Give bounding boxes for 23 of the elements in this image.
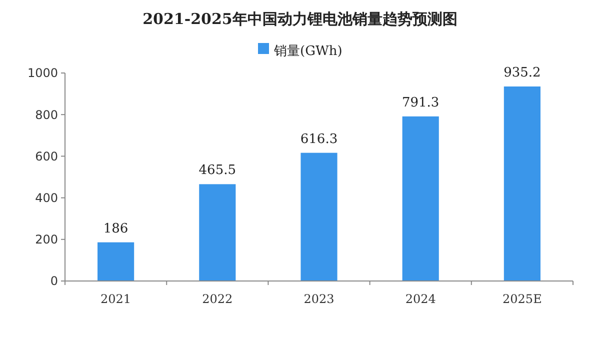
y-tick-label: 800 — [35, 108, 58, 122]
y-tick-label: 600 — [35, 149, 58, 164]
bar — [504, 86, 540, 281]
bar — [199, 184, 236, 281]
bar — [300, 152, 338, 281]
data-label: 616.3 — [300, 132, 338, 147]
data-label: 791.3 — [402, 95, 440, 110]
y-tick-label: 200 — [35, 232, 58, 247]
data-label: 465.5 — [198, 163, 236, 178]
x-tick-label: 2023 — [304, 292, 334, 306]
data-label: 935.2 — [504, 65, 541, 80]
y-tick-label: 400 — [35, 191, 58, 205]
legend-label: 销量(GWh) — [273, 44, 342, 59]
x-tick-label: 2022 — [202, 292, 233, 306]
x-tick-label: 2021 — [100, 292, 132, 306]
chart-title: 2021-2025年中国动力锂电池销量趋势预测图 — [142, 10, 458, 28]
y-tick-label: 0 — [50, 274, 58, 288]
x-tick-label: 2024 — [405, 292, 436, 306]
x-tick-label: 2025E — [502, 292, 542, 306]
bar — [402, 116, 439, 281]
data-label: 186 — [103, 221, 128, 236]
bar — [98, 242, 134, 281]
y-tick-label: 1000 — [27, 66, 58, 80]
